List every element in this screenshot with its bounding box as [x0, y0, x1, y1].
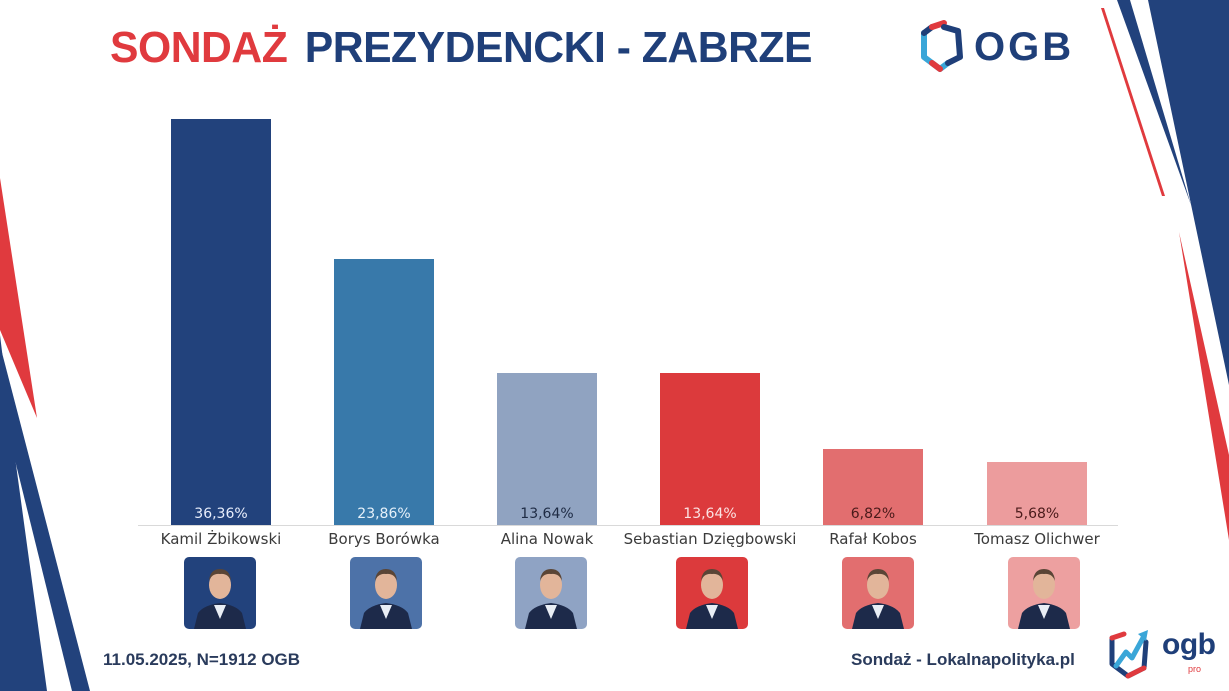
person-silhouette-icon — [525, 569, 577, 629]
candidate-photo — [350, 557, 422, 629]
person-silhouette-icon — [686, 569, 738, 629]
title-prezydencki-zabrze: PREZYDENCKI - ZABRZE — [304, 23, 813, 72]
ogb-pro-logo-text: ogb — [1162, 628, 1216, 661]
bar-alina-nowak: 13,64% — [497, 373, 597, 525]
bar-value-label: 36,36% — [194, 506, 248, 522]
category-label: Tomasz Olichwer — [974, 530, 1100, 548]
bar-kamil-zbikowski: 36,36% — [171, 119, 271, 525]
bar-value-label: 6,82% — [850, 506, 896, 522]
x-axis-line — [138, 525, 1118, 526]
ogb-logo-text: OGB — [974, 24, 1075, 69]
chart-title: SONDAŻ PREZYDENCKI - ZABRZE — [110, 20, 812, 76]
category-label: Borys Borówka — [328, 530, 440, 548]
bar-sebastian-dziegbowski: 13,64% — [660, 373, 760, 525]
bar-value-label: 5,68% — [1014, 506, 1060, 522]
title-sondaz: SONDAŻ — [110, 23, 288, 72]
person-silhouette-icon — [360, 569, 412, 629]
ogb-pro-chart-icon — [1109, 630, 1149, 679]
bar-tomasz-olichwer: 5,68% — [987, 462, 1087, 525]
candidate-photo — [676, 557, 748, 629]
bar-rafal-kobos: 6,82% — [823, 449, 923, 525]
category-label: Rafał Kobos — [829, 530, 917, 548]
bar-borys-borowka: 23,86% — [334, 259, 434, 525]
person-silhouette-icon — [194, 569, 246, 629]
candidate-photo — [184, 557, 256, 629]
bar-value-label: 23,86% — [357, 506, 411, 522]
person-silhouette-icon — [852, 569, 904, 629]
person-silhouette-icon — [1018, 569, 1070, 629]
poll-source: Sondaż - Lokalnapolityka.pl — [851, 650, 1075, 669]
candidate-photo — [1008, 557, 1080, 629]
candidate-photo — [842, 557, 914, 629]
bar-value-label: 13,64% — [683, 506, 737, 522]
poland-shield-icon — [921, 20, 963, 72]
ogb-logo: OGB — [918, 18, 1074, 76]
category-label: Kamil Żbikowski — [160, 530, 282, 548]
poll-date-sample: 11.05.2025, N=1912 OGB — [103, 650, 301, 669]
candidate-photo — [515, 557, 587, 629]
bar-value-label: 13,64% — [520, 506, 574, 522]
category-label: Alina Nowak — [500, 530, 594, 548]
ogb-pro-logo: ogb pro — [1106, 626, 1216, 682]
category-label: Sebastian Dzięgbowski — [623, 530, 797, 548]
ogb-pro-logo-sub: pro — [1188, 664, 1202, 674]
